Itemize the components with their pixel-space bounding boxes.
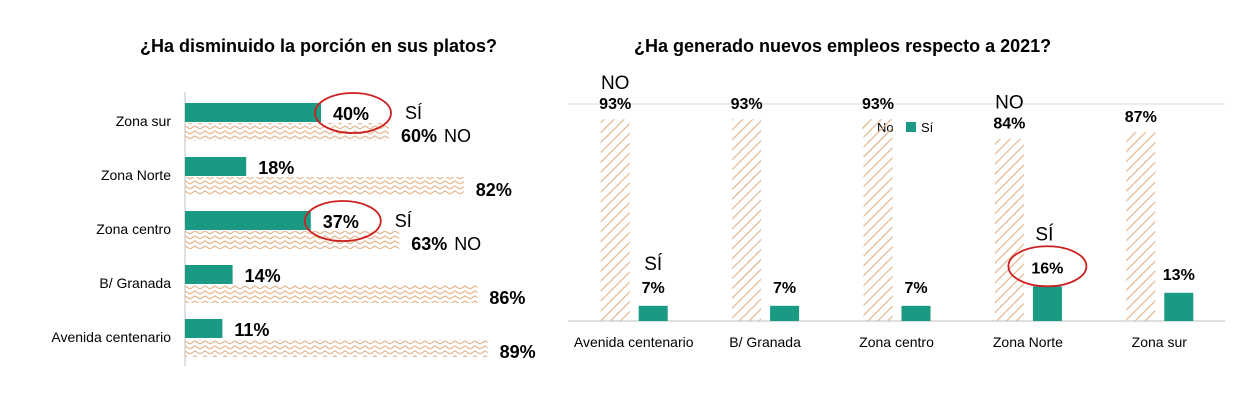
value-label-si: 7% bbox=[773, 280, 796, 297]
value-label-si: 7% bbox=[642, 280, 665, 297]
value-label-si: 37% bbox=[323, 212, 359, 232]
value-label-si: 16% bbox=[1031, 260, 1063, 277]
highlight-circle bbox=[303, 200, 382, 242]
value-label-no: 60% bbox=[401, 126, 437, 146]
bar-no bbox=[185, 285, 478, 303]
annotation-si: SÍ bbox=[405, 103, 422, 123]
value-label-no: 87% bbox=[1125, 109, 1157, 126]
bar-no bbox=[185, 339, 488, 357]
bar-no bbox=[1126, 132, 1156, 321]
bar-si bbox=[185, 211, 311, 230]
value-label-si: 7% bbox=[904, 280, 927, 297]
legend-label-si: Sí bbox=[921, 120, 934, 135]
value-label-no: 89% bbox=[500, 342, 536, 362]
bar-si bbox=[185, 103, 321, 122]
bar-no bbox=[863, 119, 893, 321]
category-label: Zona centro bbox=[96, 221, 171, 237]
value-label-si: 18% bbox=[258, 158, 294, 178]
bar-no bbox=[185, 177, 464, 195]
chart2-title: ¿Ha generado nuevos empleos respecto a 2… bbox=[634, 36, 1052, 56]
bar-no bbox=[185, 231, 400, 249]
annotation-no: NO bbox=[601, 73, 630, 94]
category-label: Zona sur bbox=[116, 113, 172, 129]
chart1-horizontal-bars: Zona sur 40% 60% SÍ NO Zona Norte 18% 82% Zona c… bbox=[51, 92, 536, 366]
value-label-si: 14% bbox=[245, 266, 281, 286]
category-label: Zona Norte bbox=[101, 167, 171, 183]
annotation-si: SÍ bbox=[644, 254, 663, 275]
bar-no bbox=[732, 119, 762, 321]
highlight-circle bbox=[1007, 245, 1088, 288]
annotation-si: SÍ bbox=[1035, 224, 1054, 245]
value-label-no: 86% bbox=[489, 288, 525, 308]
bar-si bbox=[901, 305, 931, 321]
chart1-title: ¿Ha disminuido la porción en sus platos? bbox=[140, 36, 498, 56]
bar-si bbox=[638, 305, 668, 321]
category-label: Avenida centenario bbox=[574, 334, 694, 350]
value-label-no: 93% bbox=[862, 96, 894, 113]
value-label-si: 40% bbox=[333, 104, 369, 124]
annotation-si: SÍ bbox=[395, 211, 412, 231]
bar-no bbox=[600, 119, 630, 321]
bar-si bbox=[770, 305, 800, 321]
bar-si bbox=[185, 157, 247, 176]
category-label: B/ Granada bbox=[99, 275, 171, 291]
category-label: Zona centro bbox=[859, 334, 934, 350]
value-label-si: 13% bbox=[1163, 267, 1195, 284]
value-label-no: 93% bbox=[731, 96, 763, 113]
category-label: Zona Norte bbox=[993, 334, 1063, 350]
bar-si bbox=[1032, 286, 1062, 321]
bar-no bbox=[185, 123, 389, 141]
annotation-no: NO bbox=[444, 126, 471, 146]
bar-si bbox=[185, 265, 233, 284]
value-label-si: 11% bbox=[234, 320, 269, 340]
value-label-no: 82% bbox=[476, 180, 512, 200]
bar-si bbox=[185, 319, 223, 338]
category-label: Zona sur bbox=[1132, 334, 1188, 350]
bar-si bbox=[1164, 292, 1194, 321]
annotation-no: NO bbox=[454, 234, 481, 254]
category-label: B/ Granada bbox=[729, 334, 801, 350]
category-label: Avenida centenario bbox=[51, 329, 171, 345]
value-label-no: 63% bbox=[411, 234, 447, 254]
highlight-circle bbox=[314, 92, 392, 134]
annotation-no: NO bbox=[995, 93, 1024, 114]
value-label-no: 93% bbox=[599, 96, 631, 113]
bar-no bbox=[994, 138, 1024, 321]
value-label-no: 84% bbox=[993, 116, 1025, 133]
legend-swatch-si bbox=[906, 122, 916, 132]
